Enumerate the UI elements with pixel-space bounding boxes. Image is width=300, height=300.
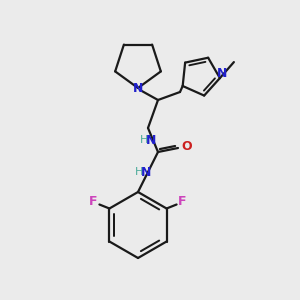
- Text: F: F: [178, 195, 187, 208]
- Text: O: O: [182, 140, 192, 154]
- Text: F: F: [89, 195, 98, 208]
- Text: N: N: [141, 166, 151, 178]
- Text: H: H: [135, 167, 143, 177]
- Text: N: N: [217, 67, 227, 80]
- Text: N: N: [146, 134, 156, 146]
- Text: H: H: [140, 135, 148, 145]
- Text: N: N: [133, 82, 143, 94]
